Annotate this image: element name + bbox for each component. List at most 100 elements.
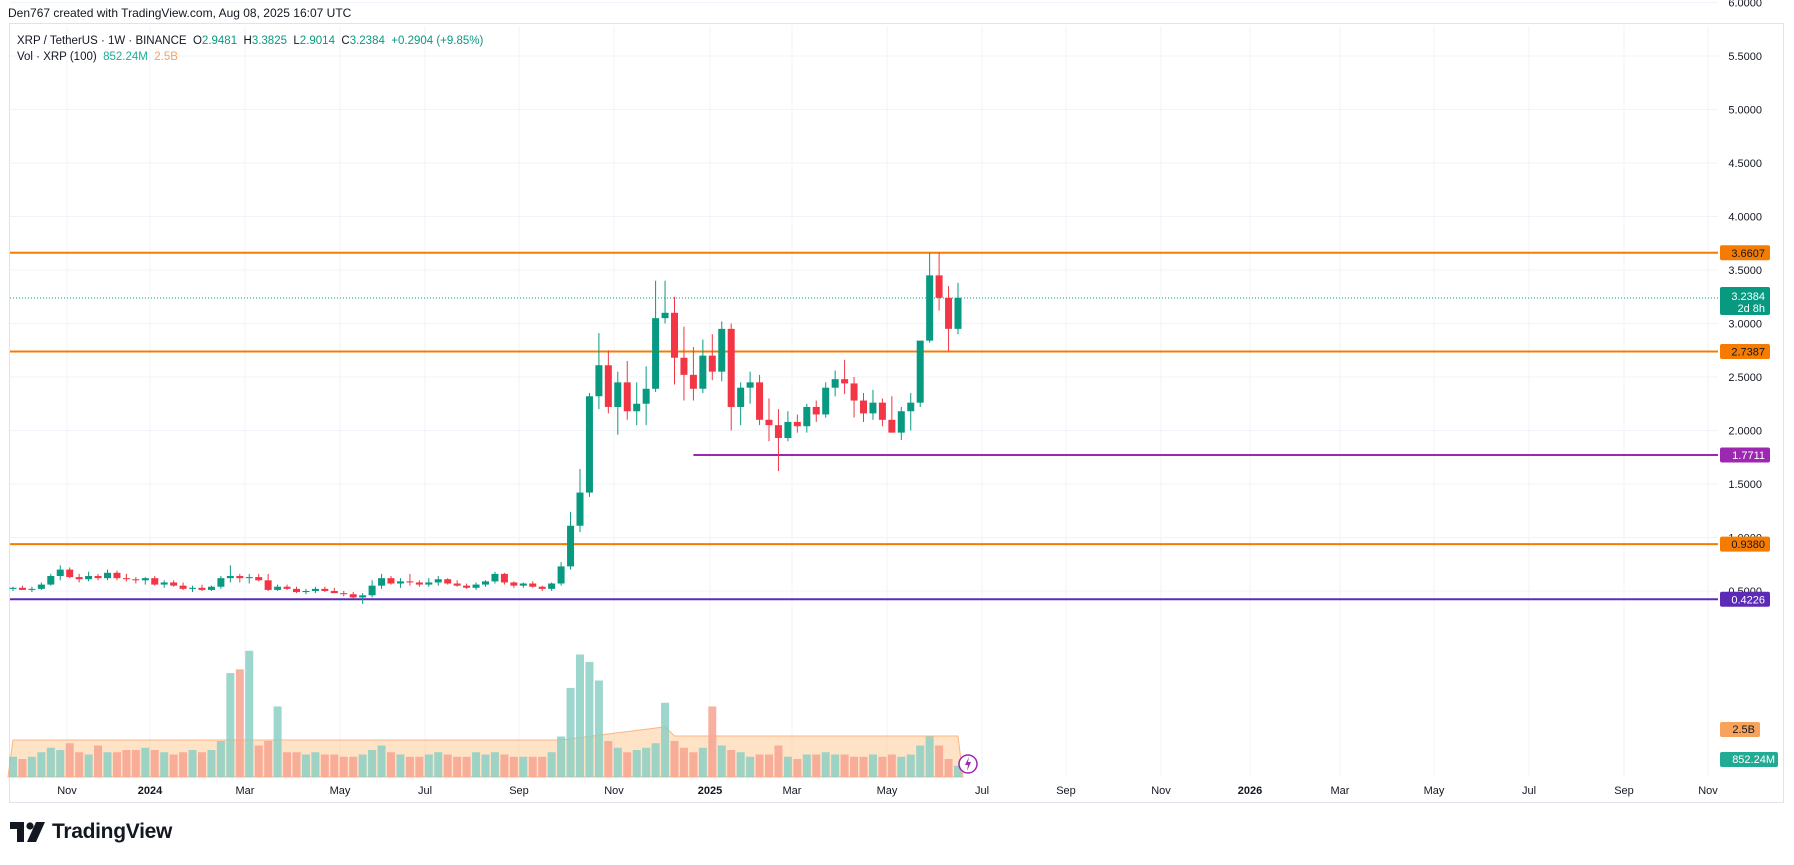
volume-bar	[538, 756, 547, 777]
volume-ma-tag: 2.5B	[1732, 724, 1755, 736]
volume-bar	[283, 752, 292, 777]
high-label: H	[243, 35, 252, 47]
candle-body	[888, 419, 896, 433]
x-tick-label: Nov	[1151, 785, 1171, 797]
candle-body	[689, 374, 697, 389]
open-value: 2.9481	[201, 35, 238, 47]
volume-bar	[727, 750, 736, 777]
countdown-label: 2d 8h	[1737, 303, 1765, 315]
x-tick-label: 2024	[138, 785, 163, 797]
volume-tag-bg	[1720, 752, 1778, 767]
volume-bar	[632, 750, 641, 777]
volume-bar	[878, 756, 887, 777]
lightning-glyph	[965, 757, 971, 771]
volume-bar	[188, 750, 197, 777]
volume-bar	[812, 754, 821, 777]
volume-bar	[708, 706, 717, 777]
candle-body	[860, 400, 867, 414]
candle-body	[680, 357, 688, 375]
symbol-label: XRP / TetherUS · 1W · BINANCE	[17, 35, 187, 47]
volume-bar	[349, 756, 358, 777]
current-price-tag-bg	[1720, 286, 1770, 315]
volume-bar	[576, 654, 584, 777]
candle-body	[311, 588, 319, 591]
volume-bar	[264, 741, 273, 777]
volume-bar	[613, 747, 622, 777]
volume-bar	[320, 754, 329, 777]
y-tick-label: 4.5000	[1728, 158, 1762, 170]
x-tick-label: Jul	[1522, 785, 1536, 797]
volume-legend-row[interactable]: Vol · XRP (100) 852.24M 2.5B	[17, 49, 483, 65]
volume-ma-value: 2.5B	[154, 51, 178, 63]
volume-bar	[604, 741, 613, 777]
candle-body	[935, 275, 943, 298]
volume-bar	[9, 756, 17, 777]
candle-body	[340, 593, 348, 595]
volume-bar	[783, 756, 792, 777]
candle-body	[878, 402, 886, 420]
candle-body	[170, 582, 178, 586]
candle-body	[623, 382, 631, 412]
candle-body	[529, 583, 537, 587]
volume-bar	[311, 752, 320, 777]
level-price-tag: 1.7711	[1732, 450, 1765, 462]
volume-value: 852.24M	[103, 51, 148, 63]
x-tick-label: Mar	[783, 785, 802, 797]
volume-tag: 852.24M	[1732, 754, 1775, 766]
candle-body	[463, 585, 471, 588]
candle-body	[793, 421, 801, 427]
candle-body	[368, 585, 376, 596]
volume-bar	[235, 669, 244, 777]
volume-bar	[925, 736, 934, 777]
candle-body	[491, 573, 499, 582]
level-price-tag-bg	[1720, 447, 1770, 463]
candle-body	[718, 328, 726, 372]
candle-body	[18, 587, 26, 590]
open-label: O	[192, 35, 202, 47]
volume-bar	[850, 756, 859, 777]
chart-frame	[9, 23, 1784, 803]
volume-bar	[27, 756, 36, 777]
candle-body	[37, 584, 45, 589]
candle-body	[66, 569, 74, 578]
candle-body	[652, 318, 660, 389]
candle-body	[822, 387, 830, 415]
candle-body	[633, 403, 641, 412]
candle-body	[85, 576, 93, 580]
level-price-tag-bg	[1720, 536, 1770, 552]
candle-body	[302, 591, 310, 593]
level-price-tag-bg	[1720, 591, 1770, 607]
candle-body	[567, 525, 575, 567]
volume-bar	[490, 752, 499, 777]
candle-body	[378, 578, 386, 586]
candle-body	[538, 586, 546, 589]
candle-body	[869, 402, 877, 414]
volume-bar	[254, 745, 263, 777]
candle-body	[349, 594, 357, 598]
candle-body	[850, 383, 858, 401]
candle-body	[954, 297, 962, 329]
volume-bar	[698, 747, 707, 777]
candle-body	[661, 312, 669, 319]
candle-body	[907, 402, 915, 412]
y-tick-label: 5.0000	[1728, 105, 1762, 117]
current-price-tag: 3.2384	[1731, 291, 1765, 303]
volume-bar	[150, 750, 159, 777]
candle-body	[595, 365, 603, 397]
volume-bar	[916, 745, 925, 777]
candle-body	[75, 577, 83, 580]
volume-bar	[179, 752, 188, 777]
symbol-legend-row[interactable]: XRP / TetherUS · 1W · BINANCE O2.9481 H3…	[17, 33, 483, 49]
candle-body	[104, 572, 111, 579]
volume-bar	[112, 752, 121, 777]
volume-bar	[840, 754, 849, 777]
change-value: +0.2904 (+9.85%)	[391, 35, 484, 47]
volume-bar	[566, 687, 575, 777]
volume-bar	[519, 756, 528, 777]
volume-bar	[481, 754, 490, 777]
tradingview-logo[interactable]: TradingView	[10, 820, 172, 844]
candle-body	[926, 275, 934, 341]
level-price-tag-bg	[1720, 245, 1770, 261]
high-value: 3.3825	[251, 35, 287, 47]
